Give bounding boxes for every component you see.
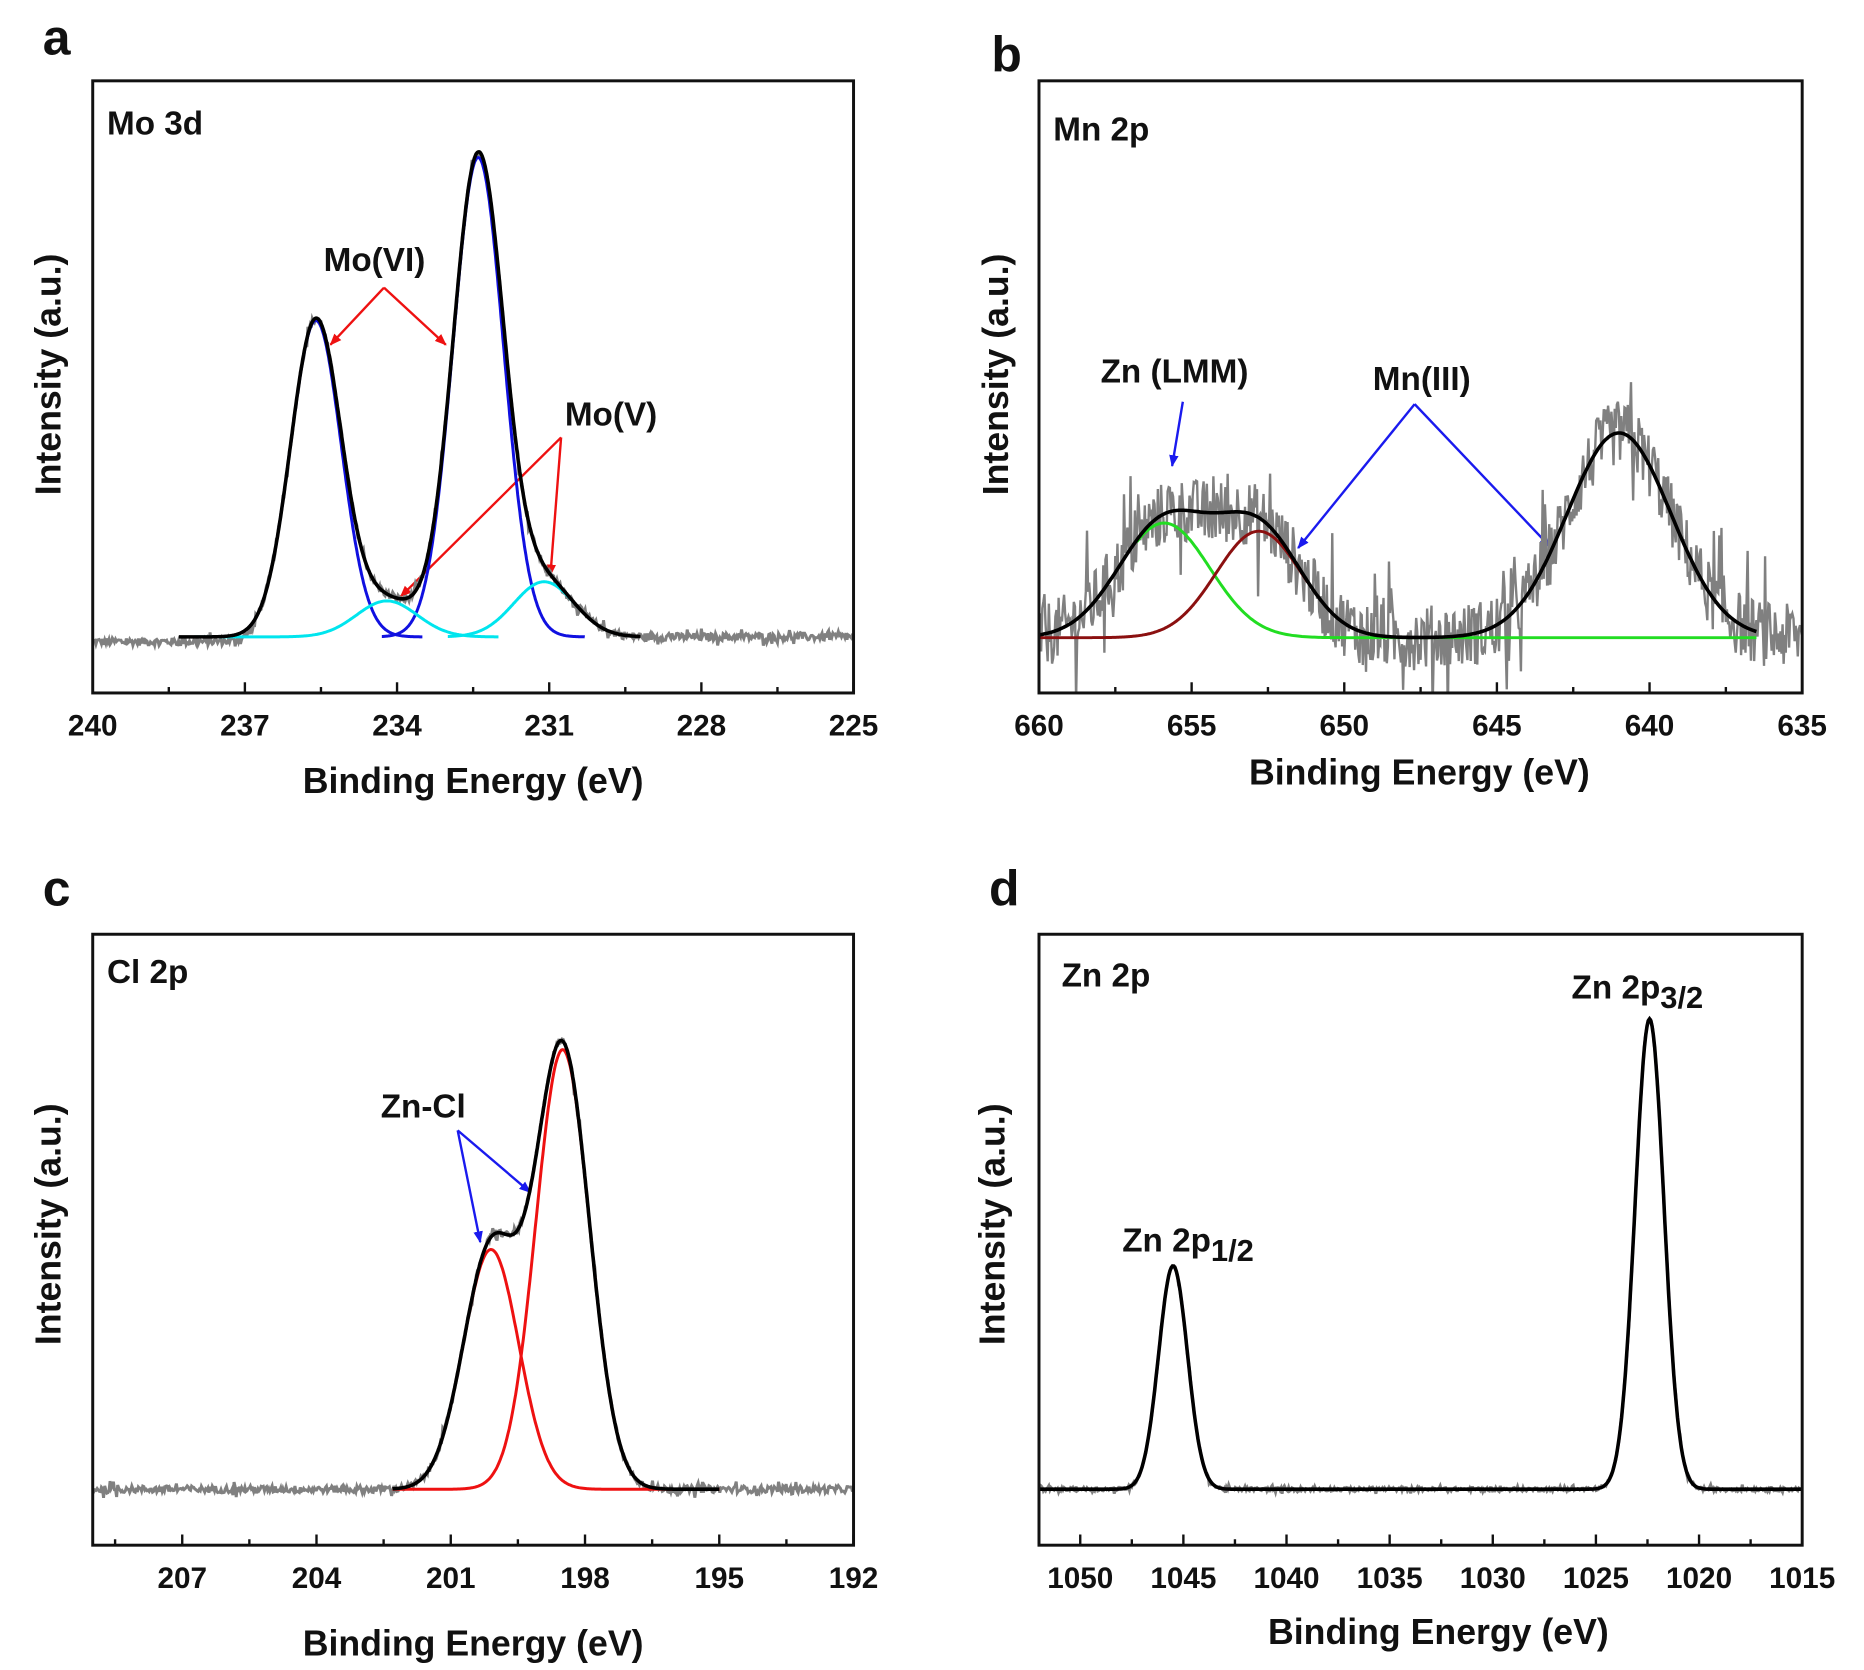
annotation-label: Mn(III) bbox=[1373, 361, 1471, 398]
annotation-arrow bbox=[1297, 403, 1416, 549]
fit-component-line bbox=[392, 1247, 720, 1491]
panel-title: Mo 3d bbox=[107, 105, 203, 142]
x-tick-label: 198 bbox=[560, 1562, 610, 1595]
panel-d: d Zn 2p Binding Energy (eV) Intensity (a… bbox=[973, 861, 1836, 1652]
x-tick-label: 1030 bbox=[1460, 1562, 1526, 1595]
fit-envelope-line bbox=[392, 1038, 720, 1491]
x-tick-label: 645 bbox=[1472, 710, 1522, 743]
x-tick-label: 1050 bbox=[1047, 1562, 1113, 1595]
panel-a: a Mo 3d Binding Energy (eV) Intensity (a… bbox=[29, 10, 879, 801]
x-tick-label: 195 bbox=[694, 1562, 744, 1595]
x-tick-label: 655 bbox=[1167, 710, 1217, 743]
x-tick-label: 231 bbox=[524, 710, 574, 743]
x-tick-label: 1040 bbox=[1253, 1562, 1319, 1595]
x-tick-label: 650 bbox=[1319, 710, 1369, 743]
annotation-arrow bbox=[1413, 403, 1552, 548]
annotation-arrow bbox=[546, 437, 563, 577]
fit-component-line bbox=[1038, 529, 1309, 640]
panel-letter: c bbox=[43, 861, 71, 917]
annotation-subscript: 3/2 bbox=[1660, 980, 1703, 1015]
plot-frame bbox=[91, 932, 856, 1547]
annotation-subscript: 1/2 bbox=[1211, 1233, 1254, 1268]
raw-spectrum-line bbox=[92, 1037, 854, 1499]
x-tick-label: 207 bbox=[157, 1562, 207, 1595]
panel-letter: a bbox=[43, 10, 72, 66]
x-tick-label: 1045 bbox=[1150, 1562, 1216, 1595]
annotation-zn-lmm: Zn (LMM) bbox=[1101, 354, 1249, 468]
x-axis-label: Binding Energy (eV) bbox=[1268, 1612, 1609, 1652]
panel-letter: d bbox=[989, 861, 1020, 917]
x-tick-label: 660 bbox=[1014, 710, 1064, 743]
annotation-label: Zn (LMM) bbox=[1101, 354, 1249, 391]
annotation-arrow bbox=[456, 1130, 483, 1244]
annotation-label: Zn 2p bbox=[1572, 969, 1661, 1006]
fit-component-line bbox=[447, 580, 636, 638]
fit-component-line bbox=[219, 319, 423, 639]
x-axis-label: Binding Energy (eV) bbox=[1249, 752, 1590, 792]
fit-component-line bbox=[381, 156, 586, 639]
annotation-mn-iii: Mn(III) bbox=[1297, 361, 1552, 549]
x-tick-label: 640 bbox=[1625, 710, 1675, 743]
fit-component-line bbox=[1575, 1017, 1720, 1491]
annotation-zn-2p-3-2: Zn 2p3/2 bbox=[1572, 969, 1704, 1015]
annotation-label: Zn 2p bbox=[1122, 1223, 1211, 1260]
annotation-arrow bbox=[456, 1129, 532, 1194]
x-tick-label: 1020 bbox=[1666, 1562, 1732, 1595]
raw-spectrum-line bbox=[1038, 382, 1803, 693]
annotation-zn-2p-1-2: Zn 2p1/2 bbox=[1122, 1223, 1254, 1269]
x-tick-label: 1015 bbox=[1769, 1562, 1835, 1595]
annotation-arrow bbox=[383, 286, 447, 346]
annotation-label: Mo(VI) bbox=[324, 242, 426, 279]
x-tick-label: 225 bbox=[829, 710, 879, 743]
x-axis-label: Binding Energy (eV) bbox=[303, 1624, 644, 1664]
x-tick-label: 192 bbox=[829, 1562, 879, 1595]
panel-c: c Cl 2p Binding Energy (eV) Intensity (a… bbox=[29, 861, 879, 1664]
annotation-label: Zn-Cl bbox=[381, 1088, 466, 1125]
x-tick-label: 1035 bbox=[1357, 1562, 1423, 1595]
fit-component-line bbox=[1100, 1264, 1246, 1491]
plot-frame bbox=[1037, 932, 1804, 1547]
panel-title: Mn 2p bbox=[1053, 111, 1149, 148]
panel-b: b Mn 2p Binding Energy (eV) Intensity (a… bbox=[976, 26, 1827, 792]
panel-letter: b bbox=[991, 26, 1022, 82]
x-axis-label: Binding Energy (eV) bbox=[303, 761, 644, 801]
annotation-arrow bbox=[329, 286, 385, 346]
x-tick-label: 237 bbox=[220, 710, 270, 743]
y-axis-label: Intensity (a.u.) bbox=[29, 254, 69, 496]
y-axis-label: Intensity (a.u.) bbox=[29, 1103, 69, 1345]
panel-title: Cl 2p bbox=[107, 954, 188, 991]
fit-envelope-line bbox=[1038, 1015, 1803, 1491]
x-tick-label: 1025 bbox=[1563, 1562, 1629, 1595]
x-tick-label: 228 bbox=[677, 710, 727, 743]
x-tick-label: 240 bbox=[68, 710, 118, 743]
y-axis-label: Intensity (a.u.) bbox=[973, 1103, 1013, 1345]
x-tick-label: 204 bbox=[292, 1562, 342, 1595]
x-tick-label: 234 bbox=[372, 710, 422, 743]
annotation-label: Mo(V) bbox=[565, 397, 657, 434]
panel-title: Zn 2p bbox=[1062, 958, 1151, 995]
fit-envelope-line bbox=[178, 149, 641, 639]
annotation-arrow bbox=[1169, 401, 1185, 468]
annotation-mo-vi: Mo(VI) bbox=[324, 242, 447, 346]
x-tick-label: 201 bbox=[426, 1562, 476, 1595]
fit-envelope-line bbox=[1038, 431, 1757, 640]
fit-component-line bbox=[194, 599, 499, 639]
raw-spectrum-line bbox=[92, 150, 854, 652]
x-tick-label: 635 bbox=[1777, 710, 1827, 743]
y-axis-label: Intensity (a.u.) bbox=[976, 254, 1016, 496]
annotation-zn-cl: Zn-Cl bbox=[381, 1088, 532, 1244]
